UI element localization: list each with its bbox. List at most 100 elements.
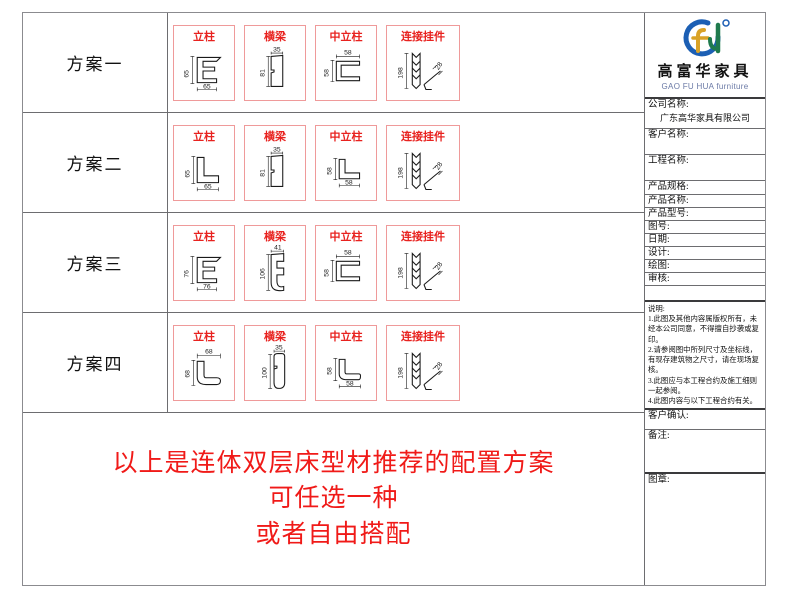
dim-height: 58 (326, 366, 333, 374)
logo-chinese-name: 高富华家具 (657, 64, 753, 80)
dim-length: 198 (398, 367, 405, 379)
dim-thickness: 28 (434, 360, 444, 370)
scheme-row[interactable]: 方案二 立柱 65 65 横梁 (23, 113, 644, 213)
part-card-lizhu[interactable]: 立柱 65 65 (173, 124, 235, 201)
part-card-zhonglizhu[interactable]: 中立柱 58 58 (315, 324, 377, 401)
profile-drawing-c-hook: 65 65 (184, 55, 222, 91)
caption-line-3: 或者自由搭配 (255, 520, 412, 548)
caption-line-2: 可任选一种 (268, 485, 399, 513)
dim-width: 35 (273, 146, 281, 153)
part-card-hengliang[interactable]: 横梁 81 35 (244, 124, 306, 201)
field-label: 产品规格: (648, 182, 689, 192)
part-title: 立柱 (193, 230, 215, 243)
profile-drawing-hanger: 198 28 (398, 151, 444, 190)
field-label: 客户确认: (648, 411, 689, 421)
part-title: 连接挂件 (401, 130, 445, 143)
field-customer-name[interactable]: 客户名称: (645, 129, 765, 155)
profile-drawing-beam-tall: 106 41 (259, 244, 285, 291)
field-label: 设计: (648, 248, 670, 258)
part-title: 横梁 (264, 330, 286, 343)
field-drafter[interactable]: 绘图: (645, 260, 765, 273)
scheme-label: 方案一 (23, 13, 168, 112)
dim-height: 58 (326, 166, 333, 174)
part-title: 中立柱 (329, 130, 363, 143)
part-card-hengliang[interactable]: 横梁 100 35 (244, 324, 306, 401)
part-card-lizhu[interactable]: 立柱 76 76 (173, 224, 235, 301)
part-title: 横梁 (264, 130, 286, 143)
field-label: 产品名称: (648, 196, 689, 206)
spacer-cell (645, 286, 765, 302)
part-card-zhonglizhu[interactable]: 中立柱 58 58 (315, 124, 377, 201)
dim-width: 35 (273, 46, 281, 53)
profile-drawing-hanger: 198 28 (398, 51, 444, 90)
part-card-lizhu[interactable]: 立柱 68 68 (173, 324, 235, 401)
profile-drawing-c-hook: 76 76 (184, 255, 222, 291)
part-card-hengliang[interactable]: 横梁 106 41 (244, 224, 306, 301)
caption-block: 以上是连体双层床型材推荐的配置方案 可任选一种 或者自由搭配 (23, 413, 644, 585)
field-company-name[interactable]: 公司名称: 广东高华家具有限公司 (645, 99, 765, 129)
field-remarks[interactable]: 备注: (645, 430, 765, 474)
part-card-lianjieguajian[interactable]: 连接挂件 198 28 (386, 224, 460, 301)
dim-length: 198 (398, 67, 405, 79)
dim-thickness: 28 (434, 60, 444, 70)
part-card-zhonglizhu[interactable]: 中立柱 58 58 (315, 224, 377, 301)
field-product-spec[interactable]: 产品规格: (645, 181, 765, 195)
dim-width: 68 (205, 348, 213, 355)
field-product-name[interactable]: 产品名称: (645, 195, 765, 208)
part-card-lianjieguajian[interactable]: 连接挂件 198 28 (386, 324, 460, 401)
field-date[interactable]: 日期: (645, 234, 765, 247)
part-title: 连接挂件 (401, 30, 445, 43)
scheme-table: 方案一 立柱 65 65 横梁 (23, 13, 644, 585)
dim-height: 76 (184, 269, 191, 277)
logo-english-name: GAO FU HUA furniture (661, 82, 749, 91)
scheme-row[interactable]: 方案三 立柱 76 76 横梁 (23, 213, 644, 313)
note-item: 2.请参阅图中所列尺寸及坐标线，有现存建筑物之尺寸，请在现场复核。 (648, 344, 759, 375)
company-logo: 高富华家具 GAO FU HUA furniture (645, 13, 765, 99)
caption-line-1: 以上是连体双层床型材推荐的配置方案 (112, 449, 555, 477)
field-product-model[interactable]: 产品型号: (645, 208, 765, 221)
field-value: 广东高华家具有限公司 (660, 112, 751, 123)
field-label: 审核: (648, 274, 670, 284)
dim-height: 68 (184, 369, 191, 377)
dim-height: 58 (324, 68, 331, 76)
profile-drawing-hanger: 198 28 (398, 351, 444, 390)
field-project-name[interactable]: 工程名称: (645, 155, 765, 181)
field-checker[interactable]: 审核: (645, 273, 765, 286)
notes-heading: 说明: (648, 304, 665, 313)
part-card-hengliang[interactable]: 横梁 81 35 (244, 24, 306, 101)
dim-height: 58 (324, 268, 331, 276)
notes-block: 说明: 1.此图及其他内容属版权所有，未经本公司同意，不得擅自抄袭或复印。 2.… (645, 302, 765, 410)
part-card-lizhu[interactable]: 立柱 65 65 (173, 24, 235, 101)
dim-width: 65 (203, 83, 211, 90)
part-title: 横梁 (264, 30, 286, 43)
field-drawing-no[interactable]: 图号: (645, 221, 765, 234)
part-title: 立柱 (193, 130, 215, 143)
field-designer[interactable]: 设计: (645, 247, 765, 260)
dim-thickness: 28 (434, 260, 444, 270)
field-stamp[interactable]: 图章: (645, 474, 765, 564)
profile-drawing-l-round: 58 58 (326, 357, 362, 388)
note-item: 3.此图应与本工程合约及施工细则一起参阅。 (648, 375, 758, 395)
note-item: 1.此图及其他内容属版权所有，未经本公司同意，不得擅自抄袭或复印。 (648, 314, 759, 344)
dim-length: 198 (398, 267, 405, 279)
field-customer-confirm[interactable]: 客户确认: (645, 410, 765, 430)
part-title: 连接挂件 (401, 330, 445, 343)
profile-drawing-beam-round: 100 35 (261, 344, 286, 389)
scheme-row[interactable]: 方案一 立柱 65 65 横梁 (23, 13, 644, 113)
dim-height: 100 (261, 367, 268, 379)
part-title: 中立柱 (329, 330, 363, 343)
dim-width: 35 (275, 344, 283, 351)
part-card-zhonglizhu[interactable]: 中立柱 58 58 (315, 24, 377, 101)
scheme-row[interactable]: 方案四 立柱 68 68 横梁 (23, 313, 644, 413)
profile-drawing-c-channel: 58 58 (324, 249, 361, 282)
part-title: 横梁 (264, 230, 286, 243)
part-title: 连接挂件 (401, 230, 445, 243)
profile-drawing-beam-slot: 81 35 (259, 146, 284, 187)
field-label: 绘图: (648, 261, 670, 271)
part-card-lianjieguajian[interactable]: 连接挂件 198 28 (386, 24, 460, 101)
scheme-label: 方案四 (23, 313, 168, 412)
part-card-lianjieguajian[interactable]: 连接挂件 198 28 (386, 124, 460, 201)
dim-width: 58 (346, 380, 354, 387)
profile-drawing-hanger: 198 28 (398, 251, 444, 290)
